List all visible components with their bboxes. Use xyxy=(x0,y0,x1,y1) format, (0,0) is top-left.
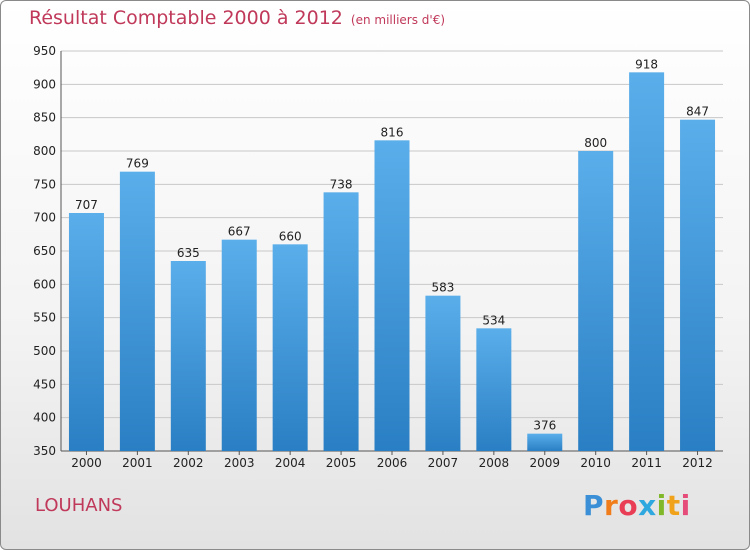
x-tick-label-2007: 2007 xyxy=(428,456,459,470)
value-label-2011: 918 xyxy=(635,57,658,71)
y-tick-label: 950 xyxy=(33,44,56,58)
y-tick-label: 450 xyxy=(33,377,56,391)
bar-2006 xyxy=(374,140,410,452)
value-label-2010: 800 xyxy=(584,136,607,150)
value-label-2005: 738 xyxy=(330,177,353,191)
value-label-2004: 660 xyxy=(279,229,302,243)
value-label-2001: 769 xyxy=(126,157,149,171)
y-tick-label: 750 xyxy=(33,177,56,191)
x-tick-label-2001: 2001 xyxy=(122,456,153,470)
bar-2010 xyxy=(578,151,614,451)
value-label-2002: 635 xyxy=(177,246,200,260)
x-tick-label-2008: 2008 xyxy=(479,456,510,470)
y-tick-label: 800 xyxy=(33,144,56,158)
bar-2004 xyxy=(272,244,308,451)
bar-2012 xyxy=(680,119,716,452)
value-label-2003: 667 xyxy=(228,225,251,239)
x-tick-label-2006: 2006 xyxy=(377,456,408,470)
x-tick-label-2004: 2004 xyxy=(275,456,306,470)
value-label-2000: 707 xyxy=(75,198,98,212)
x-tick-label-2002: 2002 xyxy=(173,456,204,470)
x-tick-label-2003: 2003 xyxy=(224,456,255,470)
bar-2003 xyxy=(221,239,257,451)
y-tick-label: 650 xyxy=(33,244,56,258)
value-label-2009: 376 xyxy=(533,419,556,433)
x-tick-label-2005: 2005 xyxy=(326,456,357,470)
bar-2005 xyxy=(323,192,359,452)
title-text: Résultat Comptable 2000 à 2012 xyxy=(29,7,343,29)
bar-2011 xyxy=(629,72,665,451)
bar-2007 xyxy=(425,295,461,451)
city-name: LOUHANS xyxy=(35,495,123,516)
chart-title: Résultat Comptable 2000 à 2012 (en millie… xyxy=(29,7,445,29)
bar-2002 xyxy=(170,261,206,451)
x-tick-label-2009: 2009 xyxy=(529,456,560,470)
bar-2008 xyxy=(476,328,512,451)
value-label-2008: 534 xyxy=(482,313,505,327)
y-tick-label: 850 xyxy=(33,111,56,125)
bar-2000 xyxy=(68,213,104,451)
x-tick-label-2010: 2010 xyxy=(580,456,611,470)
chart-subtitle: (en milliers d'€) xyxy=(350,13,446,27)
bar-2009 xyxy=(527,433,563,451)
y-tick-label: 350 xyxy=(33,444,56,458)
x-tick-label-2012: 2012 xyxy=(682,456,713,470)
proxiti-logo: Proxiti xyxy=(583,489,691,522)
value-label-2012: 847 xyxy=(686,105,709,119)
x-tick-label-2000: 2000 xyxy=(71,456,102,470)
bar-2001 xyxy=(119,171,155,451)
value-label-2006: 816 xyxy=(381,125,404,139)
y-tick-label: 500 xyxy=(33,344,56,358)
y-tick-label: 900 xyxy=(33,77,56,91)
y-tick-label: 600 xyxy=(33,277,56,291)
y-tick-label: 400 xyxy=(33,411,56,425)
x-tick-label-2011: 2011 xyxy=(631,456,662,470)
y-tick-label: 700 xyxy=(33,211,56,225)
value-label-2007: 583 xyxy=(431,281,454,295)
y-tick-label: 550 xyxy=(33,311,56,325)
